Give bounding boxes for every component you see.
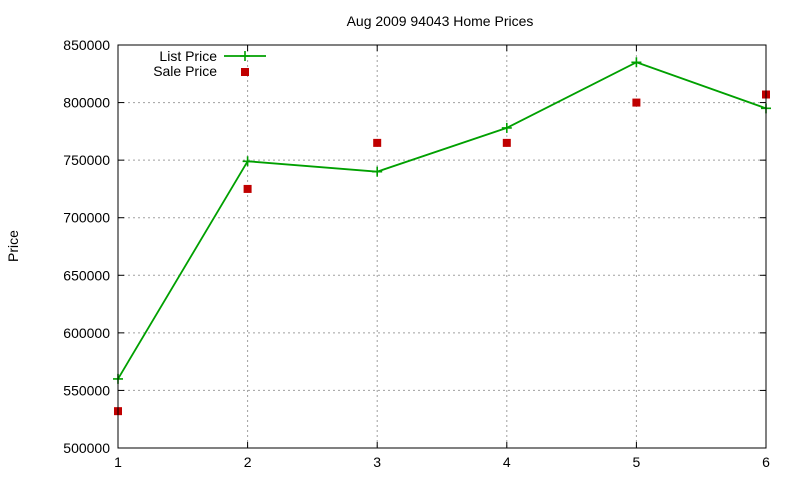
x-tick-label: 6 [762, 454, 770, 470]
list-price-point [501, 122, 512, 133]
legend-marker-sale-price [241, 68, 249, 76]
sale-price-point [502, 138, 511, 147]
plot-area [113, 57, 771, 416]
grid [118, 45, 766, 448]
y-tick-label: 750000 [63, 152, 110, 168]
sale-price-point [632, 98, 641, 107]
y-tick-label: 800000 [63, 95, 110, 111]
x-tick-label: 5 [633, 454, 641, 470]
legend-label-list-price: List Price [159, 48, 217, 64]
axis-ticks: 500000 550000 600000 650000 700000 750000 8000… [63, 37, 770, 470]
list-price-line [117, 61, 767, 380]
list-price-point [242, 156, 253, 167]
y-tick-label: 600000 [63, 325, 110, 341]
list-price-point [631, 57, 642, 68]
y-tick-label: 850000 [63, 37, 110, 53]
legend-marker-list-price [240, 51, 250, 61]
sale-price-point [243, 184, 252, 193]
x-tick-label: 2 [244, 454, 252, 470]
y-tick-label: 650000 [63, 267, 110, 283]
sale-price-point [373, 138, 382, 147]
plot-border [117, 44, 767, 449]
y-axis-label: Price [5, 230, 21, 262]
y-tick-label: 550000 [63, 382, 110, 398]
x-tick-label: 4 [503, 454, 511, 470]
list-price-point [372, 166, 383, 177]
legend-label-sale-price: Sale Price [153, 63, 217, 79]
x-tick-label: 1 [114, 454, 122, 470]
chart-title: Aug 2009 94043 Home Prices [347, 13, 534, 29]
y-tick-label: 500000 [63, 440, 110, 456]
y-tick-label: 700000 [63, 210, 110, 226]
x-tick-label: 3 [373, 454, 381, 470]
